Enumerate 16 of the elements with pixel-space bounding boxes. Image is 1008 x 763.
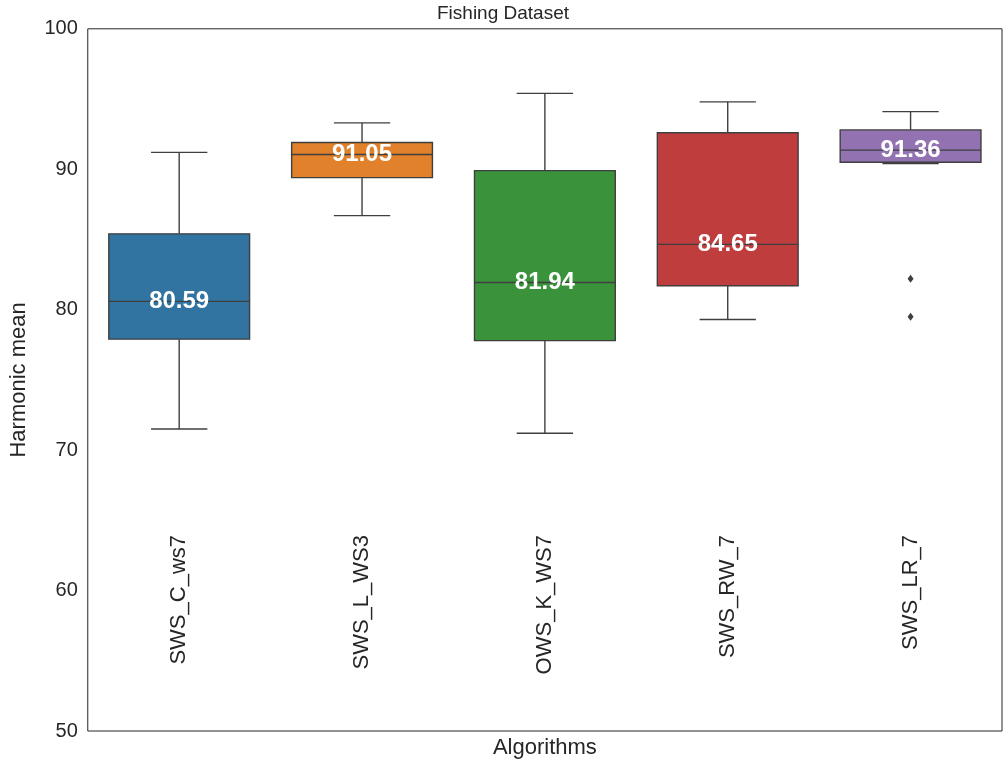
- y-tick-label: 80: [55, 297, 78, 320]
- y-tick-label: 70: [55, 437, 78, 460]
- y-tick-label: 50: [55, 718, 78, 741]
- text: 80.59: [149, 286, 210, 314]
- x-tick-label: SWS_LR_7: [896, 535, 922, 650]
- y-tick-label: 90: [55, 156, 78, 179]
- chart-title: Fishing Dataset: [436, 1, 570, 23]
- x-axis-title: Algorithms: [492, 733, 597, 759]
- x-tick-label: OWS_K_WS7: [530, 535, 556, 675]
- y-tick-label: 60: [55, 578, 78, 601]
- text: 81.94: [514, 267, 575, 295]
- y-tick-label: 100: [44, 16, 78, 39]
- y-axis-title: Harmonic mean: [5, 302, 31, 458]
- x-tick-label: SWS_L_WS3: [348, 535, 374, 670]
- x-tick-label: SWS_C_ws7: [165, 535, 191, 665]
- x-tick-label: SWS_RW_7: [713, 535, 739, 659]
